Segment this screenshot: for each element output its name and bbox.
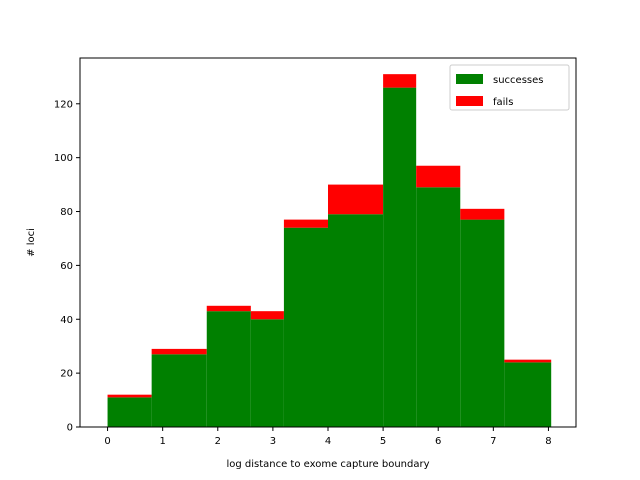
y-tick-label: 0 (67, 423, 73, 434)
y-axis-ticks: 0 20 40 60 80 100 120 (54, 99, 80, 434)
bar-successes-7 (416, 187, 461, 427)
x-axis-ticks: 0 1 2 3 4 5 6 7 8 (104, 427, 552, 447)
bar-fails-4 (283, 219, 328, 228)
y-tick-label: 20 (60, 369, 73, 380)
y-tick-label: 100 (54, 153, 73, 164)
bar-fails-8 (460, 208, 505, 220)
bar-fails-6 (383, 74, 417, 88)
x-tick-label: 0 (104, 436, 110, 447)
legend-swatch-fails (456, 96, 483, 106)
y-tick-label: 80 (60, 207, 73, 218)
bar-successes-3 (250, 319, 284, 427)
legend: successes fails (449, 64, 570, 111)
y-axis-label: # loci (26, 228, 37, 257)
bar-fails-3 (250, 311, 284, 320)
bar-fails-1 (151, 348, 207, 355)
y-tick-label: 40 (60, 315, 73, 326)
legend-label-fails: fails (493, 97, 513, 108)
x-tick-label: 8 (545, 436, 551, 447)
bar-successes-4 (283, 227, 328, 427)
bar-fails-7 (416, 165, 461, 188)
bar-fails-9 (504, 359, 552, 363)
bars-group (107, 74, 552, 427)
bar-successes-9 (504, 362, 552, 427)
bar-successes-8 (460, 219, 505, 427)
x-tick-label: 2 (215, 436, 221, 447)
x-tick-label: 5 (380, 436, 386, 447)
bar-successes-0 (107, 397, 152, 427)
bar-successes-5 (328, 214, 384, 427)
bar-fails-2 (206, 305, 251, 312)
x-axis-label: log distance to exome capture boundary (226, 459, 429, 470)
y-tick-label: 120 (54, 99, 73, 110)
legend-label-successes: successes (493, 75, 543, 86)
x-tick-label: 3 (270, 436, 276, 447)
legend-swatch-successes (456, 74, 483, 84)
bar-successes-6 (383, 87, 417, 427)
bar-successes-1 (151, 354, 207, 427)
bar-fails-5 (328, 184, 384, 215)
x-tick-label: 6 (435, 436, 441, 447)
x-tick-label: 7 (490, 436, 496, 447)
bar-fails-0 (107, 394, 152, 398)
y-tick-label: 60 (60, 261, 73, 272)
x-tick-label: 4 (325, 436, 331, 447)
bar-successes-2 (206, 311, 251, 427)
x-tick-label: 1 (159, 436, 165, 447)
